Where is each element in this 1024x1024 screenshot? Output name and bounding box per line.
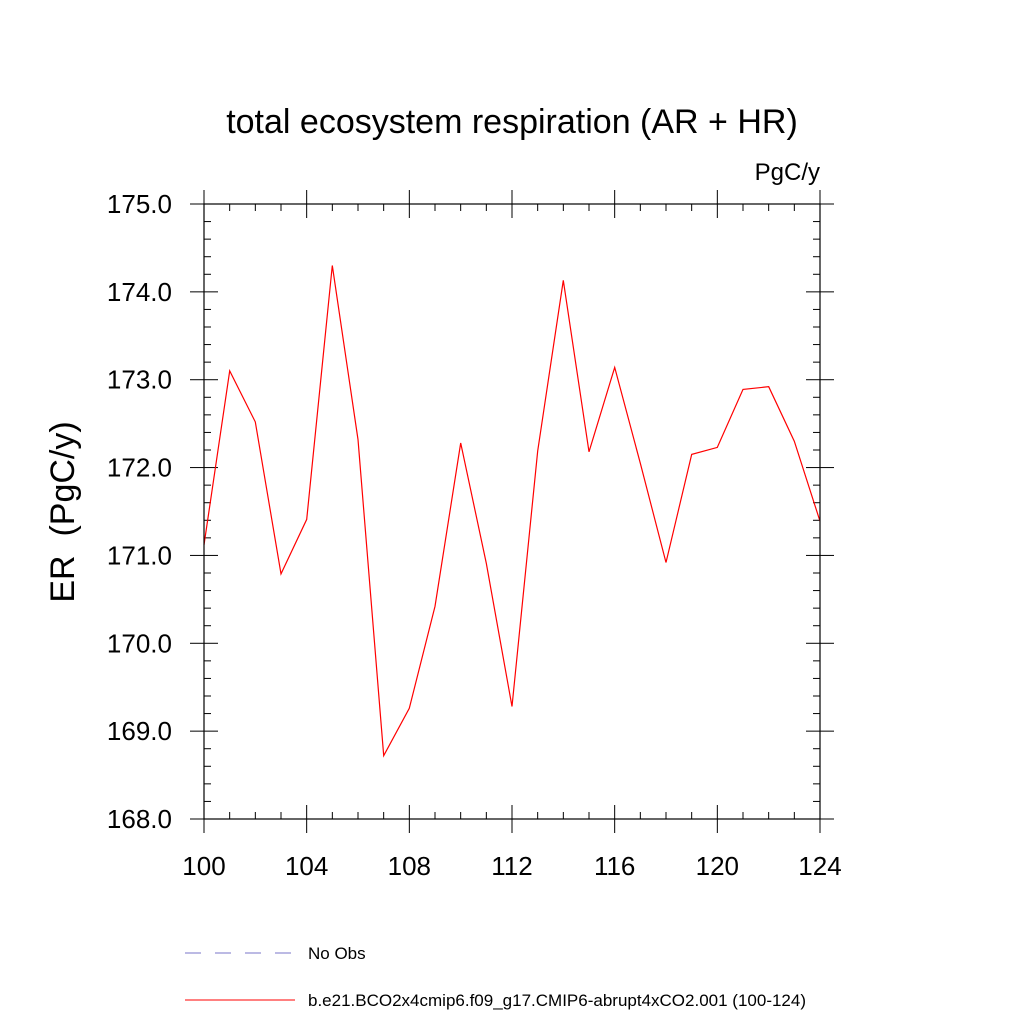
y-tick-label: 174.0: [107, 277, 172, 307]
plot-series: [203, 265, 821, 758]
x-tick-label: 108: [388, 851, 431, 881]
units-label: PgC/y: [755, 159, 820, 186]
x-tick-label: 124: [798, 851, 841, 881]
x-tick-label: 120: [696, 851, 739, 881]
chart-title: total ecosystem respiration (AR + HR): [226, 103, 798, 141]
legend: No Obs b.e21.BCO2x4cmip6.f09_g17.CMIP6-a…: [185, 944, 806, 1010]
y-tick-label: 175.0: [107, 189, 172, 219]
x-tick-label: 104: [285, 851, 328, 881]
x-tick-label: 100: [182, 851, 225, 881]
x-tick-label: 116: [594, 851, 635, 881]
y-tick-label: 173.0: [107, 365, 172, 395]
axis-tick-labels: 100 104 108 112 116 120 124 168.0 169.0 170.0 171.…: [107, 189, 842, 881]
series-line: [203, 265, 821, 758]
x-tick-label: 112: [491, 851, 532, 881]
y-tick-label: 171.0: [107, 540, 172, 570]
y-tick-label: 169.0: [107, 716, 172, 746]
plot-frame: [203, 203, 821, 820]
y-tick-label: 168.0: [107, 804, 172, 834]
y-tick-label: 172.0: [107, 453, 172, 483]
axis-ticks: [190, 190, 834, 833]
legend-label-no-obs: No Obs: [308, 944, 366, 963]
y-tick-label: 170.0: [107, 628, 172, 658]
legend-label-model: b.e21.BCO2x4cmip6.f09_g17.CMIP6-abrupt4x…: [308, 991, 806, 1010]
y-axis-label: ER (PgC/y): [44, 421, 82, 602]
